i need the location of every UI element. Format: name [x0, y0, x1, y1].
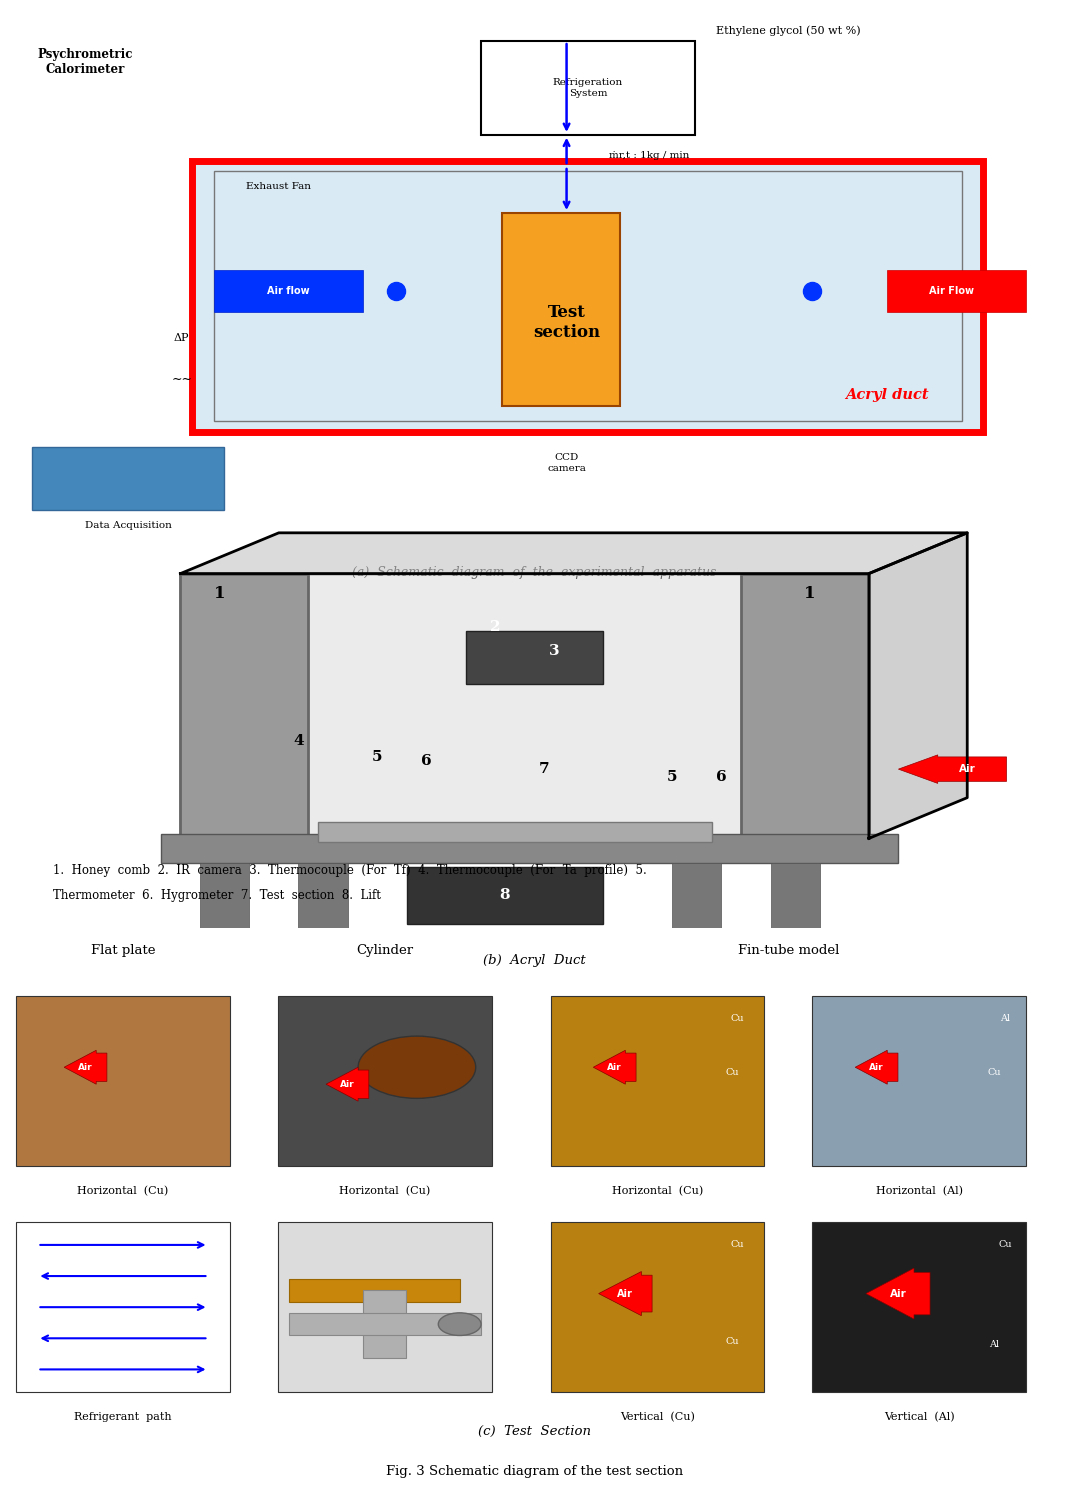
Bar [298, 863, 347, 928]
Text: Data Acquisition: Data Acquisition [84, 521, 172, 530]
FancyArrow shape [866, 1268, 930, 1319]
Bar [741, 573, 869, 839]
Bar [32, 447, 224, 510]
Text: Fin-tube model: Fin-tube model [738, 945, 839, 957]
Circle shape [358, 1037, 476, 1099]
Text: Cu: Cu [726, 1337, 739, 1346]
Text: Cu: Cu [998, 1240, 1011, 1249]
Bar [16, 996, 230, 1165]
Text: Vertical  (Cu): Vertical (Cu) [620, 1412, 695, 1421]
Bar [363, 1290, 406, 1358]
FancyArrow shape [64, 1050, 107, 1083]
Text: Air: Air [340, 1080, 355, 1088]
Bar [481, 41, 695, 134]
Bar [289, 1280, 460, 1301]
Text: Cylinder: Cylinder [356, 945, 414, 957]
Text: 3: 3 [548, 644, 559, 658]
Bar [406, 866, 603, 924]
Polygon shape [181, 533, 967, 573]
Text: ΔP: ΔP [174, 333, 189, 343]
Text: Horizontal  (Al): Horizontal (Al) [876, 1186, 963, 1195]
Text: 7: 7 [539, 762, 549, 776]
Text: Cu: Cu [731, 1014, 744, 1023]
Text: 1.  Honey  comb  2.  IR  camera  3.  Thermocouple  (For  Tf)  4.  Thermocouple  : 1. Honey comb 2. IR camera 3. Thermocoup… [52, 865, 647, 878]
Text: Cu: Cu [731, 1240, 744, 1249]
Bar [214, 171, 962, 421]
FancyArrow shape [593, 1050, 636, 1083]
Text: Acryl duct: Acryl duct [846, 388, 929, 401]
Bar [160, 834, 898, 863]
Text: 8: 8 [499, 889, 510, 902]
Text: CCD
camera: CCD camera [547, 453, 586, 472]
Bar [289, 1313, 481, 1335]
Bar [200, 863, 249, 928]
Text: 5: 5 [372, 750, 383, 764]
Bar [16, 1222, 230, 1391]
Bar [672, 863, 722, 928]
Text: 5: 5 [667, 770, 678, 785]
Text: Fig. 3 Schematic diagram of the test section: Fig. 3 Schematic diagram of the test sec… [386, 1465, 683, 1477]
Text: (b)  Acryl  Duct: (b) Acryl Duct [483, 954, 586, 967]
Text: Air: Air [78, 1062, 93, 1071]
Bar [812, 996, 1026, 1165]
Bar [466, 631, 603, 684]
FancyArrow shape [898, 754, 1007, 783]
Bar [278, 1222, 492, 1391]
Text: Horizontal  (Cu): Horizontal (Cu) [77, 1186, 169, 1195]
Circle shape [438, 1313, 481, 1335]
Text: Air flow: Air flow [267, 287, 310, 296]
Bar [319, 822, 712, 842]
FancyArrow shape [599, 1272, 652, 1316]
Text: 1: 1 [804, 585, 816, 602]
Text: Vertical  (Al): Vertical (Al) [884, 1412, 955, 1421]
Text: Horizontal  (Cu): Horizontal (Cu) [611, 1186, 703, 1195]
Text: ∼∼: ∼∼ [171, 373, 192, 386]
Text: 6: 6 [716, 770, 727, 785]
Text: Air: Air [959, 764, 976, 774]
Text: (c)  Test  Section: (c) Test Section [478, 1424, 591, 1438]
Text: 2: 2 [490, 620, 500, 634]
Text: 6: 6 [421, 754, 432, 768]
Text: Al: Al [989, 1340, 1000, 1349]
Bar [887, 270, 1026, 312]
Bar [551, 996, 764, 1165]
Text: Refrigerant  path: Refrigerant path [74, 1412, 172, 1421]
Text: (a)  Schematic  diagram  of  the  experimental  apparatus: (a) Schematic diagram of the experimenta… [353, 566, 716, 578]
Text: Air: Air [618, 1289, 633, 1299]
Text: Horizontal  (Cu): Horizontal (Cu) [339, 1186, 431, 1195]
Text: Air: Air [869, 1062, 884, 1071]
Bar [192, 161, 983, 432]
FancyArrow shape [855, 1050, 898, 1083]
Text: Air: Air [607, 1062, 622, 1071]
Text: Cu: Cu [726, 1068, 739, 1077]
Text: Test
section: Test section [533, 303, 600, 341]
Bar [181, 573, 308, 839]
Text: Cu: Cu [988, 1068, 1001, 1077]
Polygon shape [869, 533, 967, 839]
Text: Thermometer  6.  Hygrometer  7.  Test  section  8.  Lift: Thermometer 6. Hygrometer 7. Test sectio… [52, 889, 381, 902]
Bar [502, 213, 620, 406]
Text: Air Flow: Air Flow [929, 287, 974, 296]
Bar [278, 996, 492, 1165]
Bar [771, 863, 820, 928]
Text: 1: 1 [214, 585, 226, 602]
FancyArrow shape [326, 1067, 369, 1102]
Bar [214, 270, 363, 312]
Text: Al: Al [1000, 1014, 1010, 1023]
Bar [551, 1222, 764, 1391]
Text: Exhaust Fan: Exhaust Fan [246, 183, 311, 192]
Text: Ethylene glycol (50 wt %): Ethylene glycol (50 wt %) [716, 26, 861, 36]
Text: Air: Air [889, 1289, 907, 1299]
Bar [181, 573, 869, 839]
Text: ṁr,t : 1kg / min: ṁr,t : 1kg / min [609, 151, 690, 160]
Text: Flat plate: Flat plate [91, 945, 155, 957]
Text: 4: 4 [293, 733, 304, 747]
Text: Refrigeration
System: Refrigeration System [553, 78, 623, 98]
Text: Psychrometric
Calorimeter: Psychrometric Calorimeter [37, 48, 134, 75]
Bar [812, 1222, 1026, 1391]
